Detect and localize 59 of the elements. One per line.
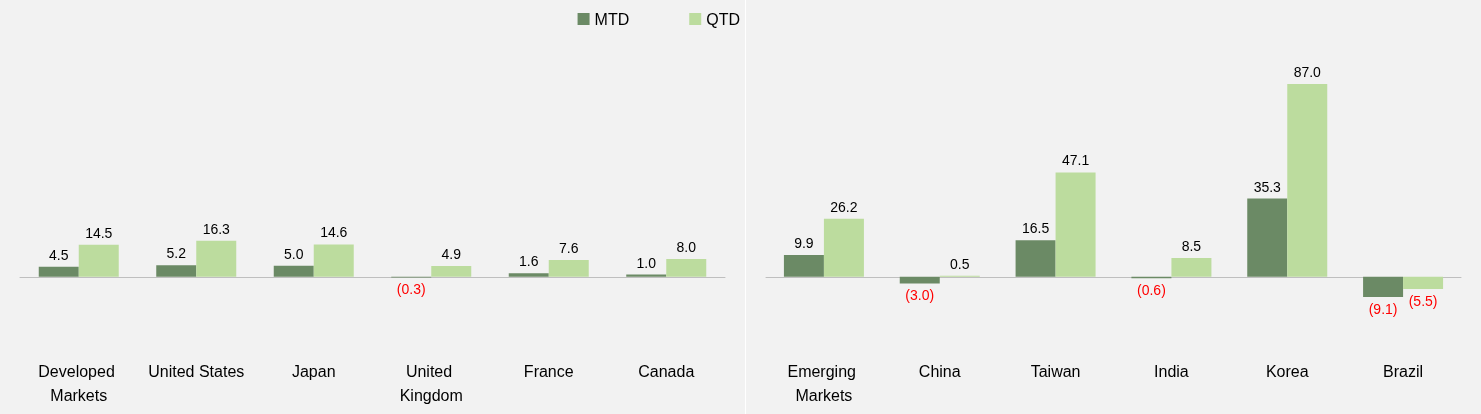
data-label: 26.2 bbox=[830, 198, 858, 215]
data-label: 5.2 bbox=[166, 245, 187, 262]
data-label: 16.3 bbox=[202, 220, 231, 237]
data-label: (9.1) bbox=[1368, 301, 1398, 317]
x-tick-label: India bbox=[1154, 362, 1189, 380]
bar bbox=[1403, 276, 1444, 290]
data-label: 4.5 bbox=[49, 246, 69, 263]
data-label: 87.0 bbox=[1293, 64, 1322, 80]
bar bbox=[431, 265, 472, 277]
data-label: 5.0 bbox=[284, 245, 304, 262]
bar bbox=[1363, 276, 1404, 297]
data-label: (0.3) bbox=[396, 281, 426, 298]
data-label: 1.0 bbox=[636, 254, 657, 271]
legend-label: MTD bbox=[594, 10, 630, 28]
data-label: (0.6) bbox=[1137, 282, 1166, 299]
bar bbox=[313, 244, 354, 277]
bar bbox=[38, 266, 79, 277]
bar bbox=[156, 265, 197, 277]
data-label: 8.0 bbox=[676, 239, 697, 256]
data-label: 1.6 bbox=[519, 253, 539, 270]
data-label: 16.5 bbox=[1021, 220, 1050, 237]
bar bbox=[196, 240, 237, 277]
x-tick-label: China bbox=[918, 362, 961, 380]
data-label: 9.9 bbox=[794, 234, 814, 251]
x-tick-label: Canada bbox=[638, 362, 695, 380]
x-tick-label: Emerging Markets bbox=[787, 362, 861, 404]
data-label: 35.3 bbox=[1253, 178, 1282, 195]
data-label: (3.0) bbox=[905, 287, 935, 304]
data-label: 8.5 bbox=[1181, 237, 1202, 254]
bar bbox=[508, 273, 549, 277]
bar bbox=[823, 218, 864, 277]
x-tick-label: Japan bbox=[291, 362, 336, 380]
x-tick-label: Taiwan bbox=[1030, 362, 1081, 380]
bar bbox=[899, 276, 940, 284]
bar bbox=[1287, 84, 1328, 277]
x-tick-label: Korea bbox=[1265, 362, 1309, 380]
x-tick-label: United Kingdom bbox=[399, 362, 463, 404]
bar bbox=[666, 259, 707, 277]
bar bbox=[1171, 257, 1212, 277]
bar bbox=[548, 259, 589, 277]
bar bbox=[273, 265, 314, 277]
x-tick-label: United States bbox=[148, 362, 245, 380]
x-tick-label: France bbox=[523, 362, 574, 380]
bar bbox=[1055, 172, 1096, 277]
data-label: 14.5 bbox=[85, 224, 113, 241]
bar bbox=[626, 274, 667, 277]
bar bbox=[1015, 240, 1056, 277]
bar bbox=[783, 254, 824, 277]
data-label: 4.9 bbox=[441, 245, 462, 262]
data-label: 47.1 bbox=[1061, 152, 1090, 169]
x-tick-label: Developed Markets bbox=[38, 362, 120, 404]
x-tick-label: Brazil bbox=[1383, 362, 1424, 380]
data-label: 0.5 bbox=[950, 255, 970, 272]
legend-label: QTD bbox=[706, 10, 741, 28]
bar bbox=[78, 244, 119, 277]
data-label: (5.5) bbox=[1408, 293, 1438, 310]
bar bbox=[1247, 198, 1288, 277]
data-label: 7.6 bbox=[559, 239, 579, 256]
data-label: 14.6 bbox=[320, 224, 348, 241]
